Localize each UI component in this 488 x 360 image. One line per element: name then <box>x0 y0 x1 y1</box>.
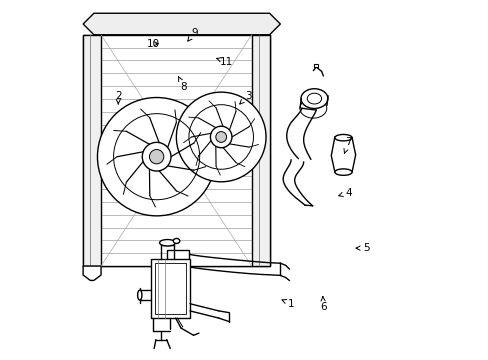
Circle shape <box>149 149 163 164</box>
Text: 5: 5 <box>355 243 369 253</box>
Polygon shape <box>330 137 355 172</box>
Ellipse shape <box>137 290 142 300</box>
Text: 4: 4 <box>338 188 351 198</box>
Text: 1: 1 <box>282 299 294 309</box>
Circle shape <box>176 92 265 182</box>
Text: 2: 2 <box>115 91 122 104</box>
Circle shape <box>210 126 231 148</box>
Text: 9: 9 <box>187 28 197 41</box>
Polygon shape <box>101 35 251 266</box>
Polygon shape <box>83 35 101 266</box>
Ellipse shape <box>159 239 175 246</box>
Ellipse shape <box>334 169 351 175</box>
Circle shape <box>97 98 215 216</box>
Text: 7: 7 <box>343 138 351 153</box>
Text: 10: 10 <box>146 39 159 49</box>
Polygon shape <box>313 64 318 67</box>
Text: 6: 6 <box>320 297 326 312</box>
Polygon shape <box>83 35 269 266</box>
Circle shape <box>142 142 171 171</box>
Polygon shape <box>83 266 101 280</box>
Text: 3: 3 <box>239 91 251 104</box>
Polygon shape <box>167 250 188 268</box>
Text: 8: 8 <box>178 76 186 92</box>
Polygon shape <box>83 13 280 35</box>
Polygon shape <box>155 263 185 314</box>
Ellipse shape <box>301 89 327 108</box>
Ellipse shape <box>173 238 180 243</box>
Text: 11: 11 <box>216 57 233 67</box>
Polygon shape <box>251 35 269 266</box>
Polygon shape <box>150 259 190 318</box>
Circle shape <box>215 132 226 142</box>
Ellipse shape <box>334 134 351 141</box>
